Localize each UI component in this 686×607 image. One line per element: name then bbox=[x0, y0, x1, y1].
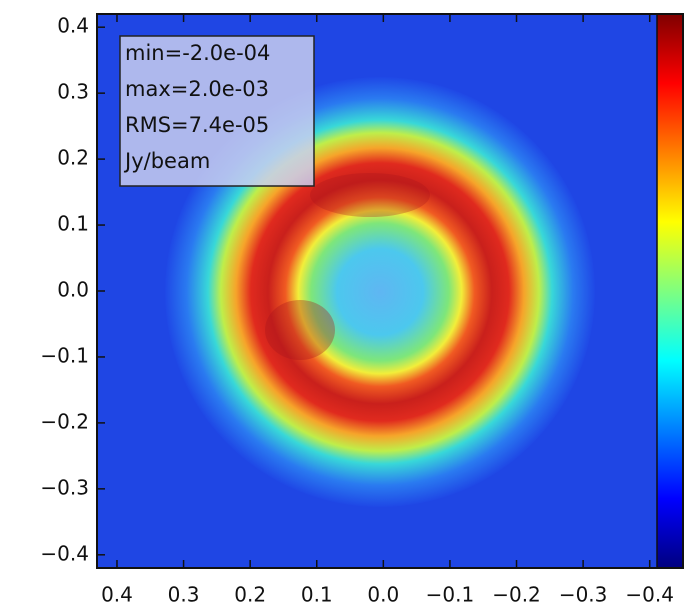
x-tick-label: 0.4 bbox=[101, 583, 133, 607]
x-tick-label: 0.0 bbox=[367, 583, 399, 607]
y-tick-label: −0.3 bbox=[40, 475, 89, 499]
annotation: min=-2.0e-04 bbox=[125, 41, 270, 65]
y-tick-label: −0.2 bbox=[40, 409, 89, 433]
y-tick-label: 0.3 bbox=[57, 80, 89, 104]
image bbox=[97, 14, 683, 568]
y-tick-label: −0.4 bbox=[40, 541, 89, 565]
x-tick-label: −0.4 bbox=[625, 583, 674, 607]
x-tick-label: 0.1 bbox=[301, 583, 333, 607]
annotation-box bbox=[119, 35, 315, 187]
x-tick-label: 0.3 bbox=[168, 583, 200, 607]
x-tick-label: −0.1 bbox=[426, 583, 475, 607]
y-tick-label: 0.1 bbox=[57, 212, 89, 236]
annotation: RMS=7.4e-05 bbox=[125, 113, 269, 137]
y-tick-label: 0.0 bbox=[57, 278, 89, 302]
x-tick-label: 0.2 bbox=[234, 583, 266, 607]
annotation: Jy/beam bbox=[123, 149, 210, 173]
y-tick-label: −0.1 bbox=[40, 343, 89, 367]
annotation: max=2.0e-03 bbox=[125, 77, 269, 101]
colorbar bbox=[656, 13, 684, 569]
x-tick-label: −0.3 bbox=[559, 583, 608, 607]
y-tick-label: 0.4 bbox=[57, 14, 89, 38]
y-tick-label: 0.2 bbox=[57, 146, 89, 170]
x-tick-label: −0.2 bbox=[492, 583, 541, 607]
